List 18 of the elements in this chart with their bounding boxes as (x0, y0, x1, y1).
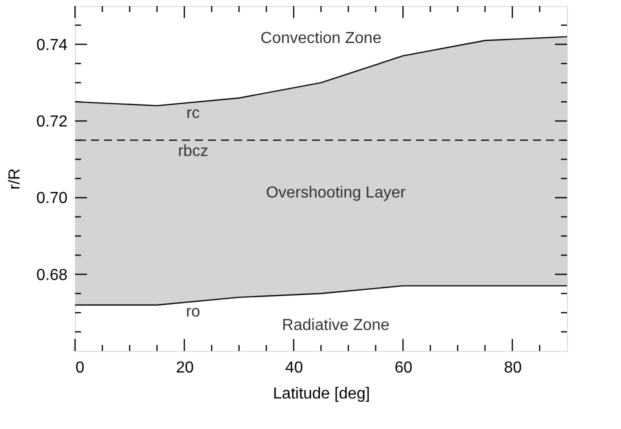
x-axis-title: Latitude [deg] (273, 386, 370, 402)
annotation: Radiative Zone (282, 317, 390, 334)
y-tick-label: 0.68 (36, 266, 68, 284)
annotation: ro (186, 303, 200, 320)
annotation: rbcz (178, 142, 208, 160)
x-tick-label: 40 (285, 360, 304, 376)
y-axis-title: r/R (6, 168, 24, 190)
y-tick-label: 0.72 (36, 114, 68, 130)
annotation: Overshooting Layer (266, 184, 406, 202)
x-tick-label: 20 (176, 360, 194, 376)
x-tick-label: 60 (394, 360, 412, 376)
x-tick-label: 80 (504, 360, 522, 376)
annotation: Convection Zone (260, 30, 382, 48)
x-tick-label: 0 (76, 360, 84, 376)
line-series (74, 285, 568, 306)
y-tick-label: 0.74 (36, 36, 68, 54)
annotation: rc (186, 104, 200, 122)
y-tick-label: 0.70 (36, 190, 68, 208)
